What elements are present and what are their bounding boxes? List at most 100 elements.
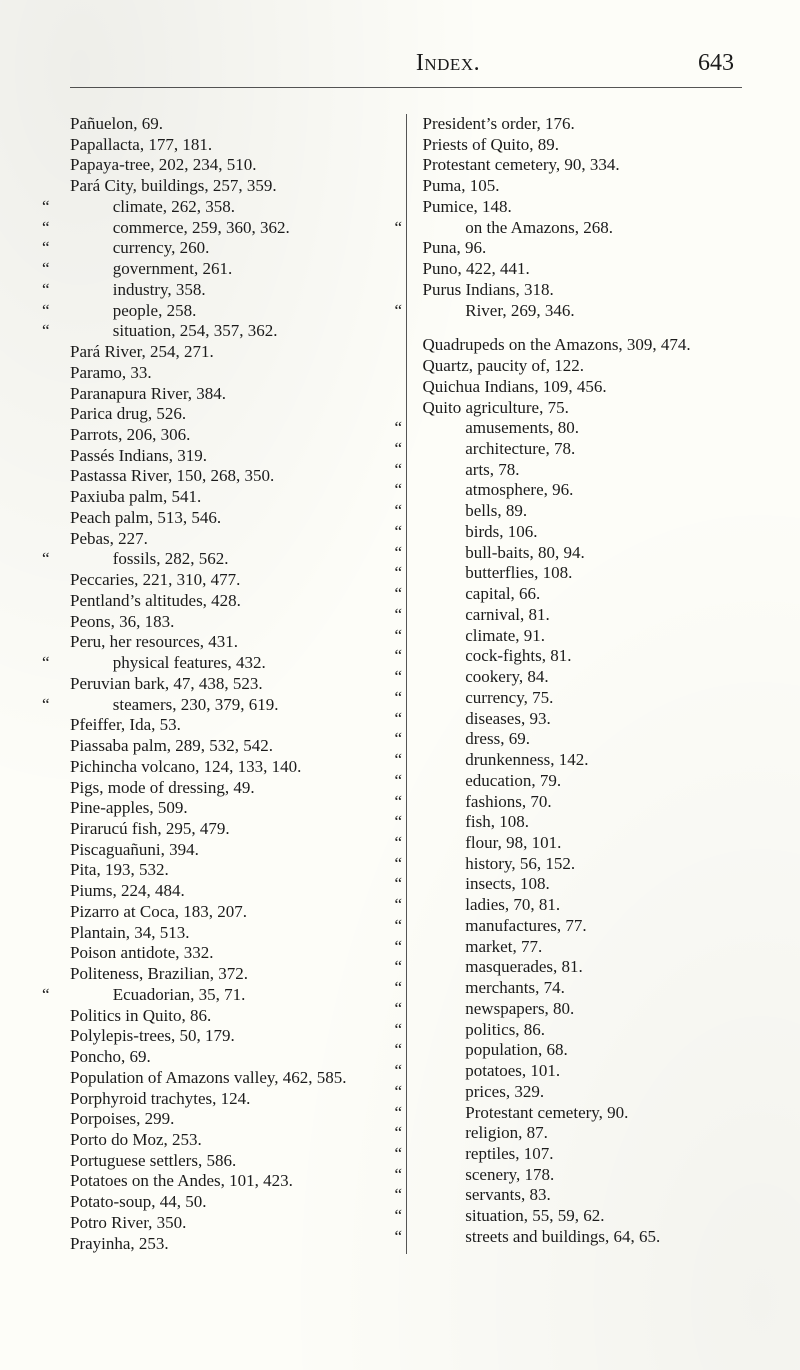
index-entry: Paramo, 33. [70, 363, 390, 384]
columns: Pañuelon, 69.Papallacta, 177, 181.Papaya… [70, 114, 742, 1254]
ditto-mark: “ [439, 978, 453, 999]
index-entry: Peccaries, 221, 310, 477. [70, 570, 390, 591]
index-entry: “ prices, 329. [423, 1082, 743, 1103]
index-entry: “ amusements, 80. [423, 418, 743, 439]
index-entry: Porphyroid trachytes, 124. [70, 1089, 390, 1110]
index-entry: “ fossils, 282, 562. [70, 549, 390, 570]
index-entry: Prayinha, 253. [70, 1234, 390, 1255]
index-entry: “ commerce, 259, 360, 362. [70, 218, 390, 239]
index-entry: Peons, 36, 183. [70, 612, 390, 633]
index-entry: Protestant cemetery, 90, 334. [423, 155, 743, 176]
ditto-mark: “ [439, 667, 453, 688]
index-entry: Poncho, 69. [70, 1047, 390, 1068]
index-entry: Potro River, 350. [70, 1213, 390, 1234]
horizontal-rule [70, 87, 742, 88]
index-entry: Pine-apples, 509. [70, 798, 390, 819]
index-entry: “ religion, 87. [423, 1123, 743, 1144]
index-entry: “ Protestant cemetery, 90. [423, 1103, 743, 1124]
index-entry: “ carnival, 81. [423, 605, 743, 626]
ditto-mark: “ [439, 729, 453, 750]
index-entry: Polylepis-trees, 50, 179. [70, 1026, 390, 1047]
index-entry: Piums, 224, 484. [70, 881, 390, 902]
index-entry: “ birds, 106. [423, 522, 743, 543]
index-entry: Plantain, 34, 513. [70, 923, 390, 944]
index-entry: Pañuelon, 69. [70, 114, 390, 135]
index-entry: Potatoes on the Andes, 101, 423. [70, 1171, 390, 1192]
ditto-mark: “ [86, 238, 100, 259]
index-entry: “ people, 258. [70, 301, 390, 322]
index-entry: Quichua Indians, 109, 456. [423, 377, 743, 398]
index-entry: Poison antidote, 332. [70, 943, 390, 964]
index-entry: “ drunkenness, 142. [423, 750, 743, 771]
ditto-mark: “ [439, 460, 453, 481]
ditto-mark: “ [439, 543, 453, 564]
index-entry: “ bull-baits, 80, 94. [423, 543, 743, 564]
ditto-mark: “ [439, 1144, 453, 1165]
ditto-mark: “ [86, 653, 100, 674]
index-entry: Pizarro at Coca, 183, 207. [70, 902, 390, 923]
index-entry: Politeness, Brazilian, 372. [70, 964, 390, 985]
ditto-mark: “ [439, 688, 453, 709]
ditto-mark: “ [86, 985, 100, 1006]
index-entry: Peach palm, 513, 546. [70, 508, 390, 529]
index-entry: Pebas, 227. [70, 529, 390, 550]
ditto-mark: “ [439, 792, 453, 813]
ditto-mark: “ [439, 1123, 453, 1144]
index-entry: “ potatoes, 101. [423, 1061, 743, 1082]
index-entry: Pigs, mode of dressing, 49. [70, 778, 390, 799]
index-entry: “ streets and buildings, 64, 65. [423, 1227, 743, 1248]
index-entry: Pastassa River, 150, 268, 350. [70, 466, 390, 487]
index-entry: President’s order, 176. [423, 114, 743, 135]
ditto-mark: “ [86, 218, 100, 239]
index-entry: “ reptiles, 107. [423, 1144, 743, 1165]
ditto-mark: “ [439, 418, 453, 439]
ditto-mark: “ [439, 999, 453, 1020]
ditto-mark: “ [439, 584, 453, 605]
index-entry: Porto do Moz, 253. [70, 1130, 390, 1151]
ditto-mark: “ [439, 895, 453, 916]
index-entry: Puna, 96. [423, 238, 743, 259]
index-entry: Pumice, 148. [423, 197, 743, 218]
index-entry: “ climate, 91. [423, 626, 743, 647]
ditto-mark: “ [439, 522, 453, 543]
index-entry: Pita, 193, 532. [70, 860, 390, 881]
ditto-mark: “ [439, 957, 453, 978]
index-entry: Pfeiffer, Ida, 53. [70, 715, 390, 736]
index-entry: Peruvian bark, 47, 438, 523. [70, 674, 390, 695]
index-entry: “ arts, 78. [423, 460, 743, 481]
ditto-mark: “ [439, 501, 453, 522]
index-entry: “ situation, 254, 357, 362. [70, 321, 390, 342]
ditto-mark: “ [86, 301, 100, 322]
index-entry: Papaya-tree, 202, 234, 510. [70, 155, 390, 176]
index-entry: Quito agriculture, 75. [423, 398, 743, 419]
index-entry: “ newspapers, 80. [423, 999, 743, 1020]
index-entry: “ diseases, 93. [423, 709, 743, 730]
index-entry: Puno, 422, 441. [423, 259, 743, 280]
index-entry: “ industry, 358. [70, 280, 390, 301]
right-column: President’s order, 176.Priests of Quito,… [423, 114, 743, 1254]
ditto-mark: “ [439, 812, 453, 833]
index-entry: Quadrupeds on the Amazons, 309, 474. [423, 335, 743, 356]
index-entry: Piscaguañuni, 394. [70, 840, 390, 861]
index-entry: “ situation, 55, 59, 62. [423, 1206, 743, 1227]
ditto-mark: “ [439, 1061, 453, 1082]
index-entry: Parrots, 206, 306. [70, 425, 390, 446]
index-entry: “ Ecuadorian, 35, 71. [70, 985, 390, 1006]
index-entry: “ fashions, 70. [423, 792, 743, 813]
index-entry: “ population, 68. [423, 1040, 743, 1061]
ditto-mark: “ [439, 1227, 453, 1248]
index-entry: “ dress, 69. [423, 729, 743, 750]
ditto-mark: “ [86, 321, 100, 342]
page-number: 643 [698, 50, 734, 77]
index-entry: Quartz, paucity of, 122. [423, 356, 743, 377]
index-entry: “ River, 269, 346. [423, 301, 743, 322]
ditto-mark: “ [86, 695, 100, 716]
index-entry: “ steamers, 230, 379, 619. [70, 695, 390, 716]
ditto-mark: “ [439, 1165, 453, 1186]
ditto-mark: “ [86, 259, 100, 280]
ditto-mark: “ [439, 1020, 453, 1041]
index-entry: Piassaba palm, 289, 532, 542. [70, 736, 390, 757]
index-entry: Pirarucú fish, 295, 479. [70, 819, 390, 840]
index-entry: Pichincha volcano, 124, 133, 140. [70, 757, 390, 778]
index-entry: “ currency, 260. [70, 238, 390, 259]
